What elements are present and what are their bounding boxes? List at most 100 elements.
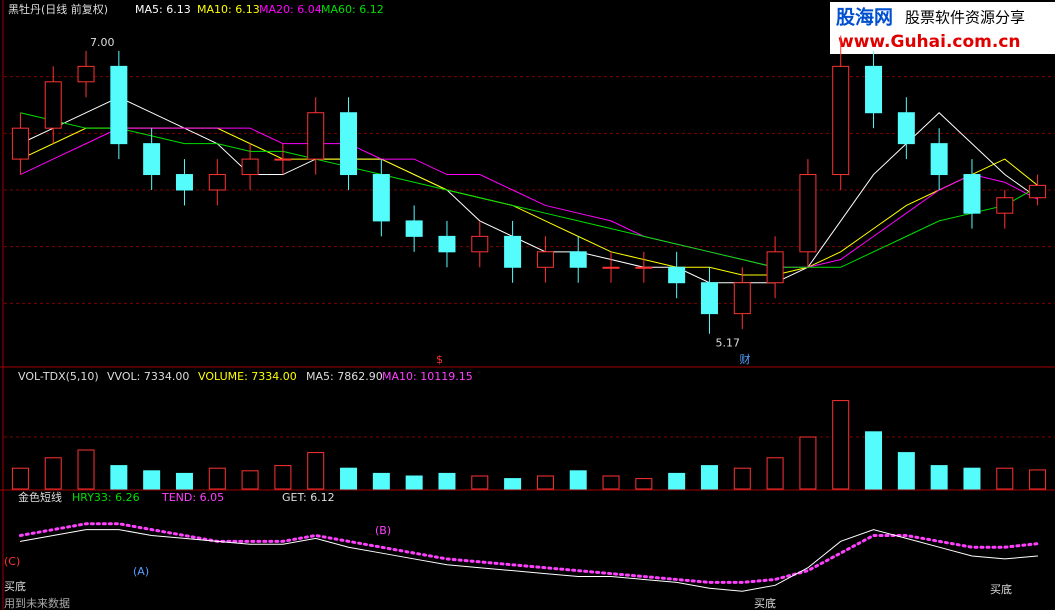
legend-entry: MA20: 6.04	[259, 3, 322, 16]
volume-bar	[832, 400, 850, 490]
candle-body	[77, 65, 95, 83]
candle-body	[175, 174, 193, 191]
volume-bar	[340, 467, 358, 490]
volume-bar	[569, 470, 587, 490]
candle-body	[668, 266, 686, 284]
event-label: $	[436, 353, 443, 366]
candle-body	[569, 251, 587, 268]
indicator-line	[19, 529, 1039, 592]
candle-body	[110, 65, 128, 145]
panel-title: 金色短线	[18, 490, 62, 504]
volume-bar	[963, 467, 981, 490]
volume-bar	[733, 467, 751, 490]
candle-body	[143, 143, 161, 176]
volume-bar	[241, 470, 259, 490]
candle-body	[438, 235, 456, 253]
volume-bar	[372, 472, 390, 490]
volume-bar	[307, 452, 325, 490]
ma-line	[20, 112, 1038, 268]
candle-body	[471, 235, 489, 253]
low-label: 5.17	[715, 337, 740, 350]
candle-body	[897, 112, 915, 145]
volume-bar	[44, 457, 62, 490]
legend-entry: VOLUME: 7334.00	[198, 370, 297, 383]
signal-label: (B)	[375, 524, 391, 537]
volume-bar	[143, 470, 161, 490]
legend-entry: MA10: 10119.15	[382, 370, 473, 383]
signal-label: 用到未来数据	[4, 596, 70, 610]
volume-bar	[274, 465, 292, 490]
volume-bar	[11, 467, 29, 490]
volume-bar	[996, 467, 1014, 490]
candle-body	[44, 81, 62, 129]
volume-bar	[930, 465, 948, 490]
candle-body	[11, 127, 29, 160]
volume-bar	[1029, 469, 1047, 490]
candle-body	[307, 112, 325, 160]
volume-bar	[110, 465, 128, 490]
signal-label: 买底	[4, 579, 26, 593]
candle-body	[405, 220, 423, 237]
volume-bar	[536, 475, 554, 490]
candle-body	[865, 65, 883, 114]
volume-bar	[438, 472, 456, 490]
event-label: 财	[739, 352, 750, 366]
legend-entry: MA60: 6.12	[321, 3, 384, 16]
volume-bar	[504, 478, 522, 490]
candle-body	[340, 112, 358, 176]
signal-label: 买底	[990, 582, 1012, 596]
watermark-url: www.Guhai.com.cn	[838, 32, 1021, 52]
candle-body	[536, 251, 554, 268]
legend-entry: MA5: 7862.90	[306, 370, 383, 383]
watermark-box	[830, 2, 1055, 54]
candle-body	[733, 282, 751, 315]
ma-line	[20, 127, 1038, 268]
candle-body	[602, 266, 620, 269]
volume-bar	[405, 475, 423, 490]
signal-label: (C)	[4, 555, 20, 568]
candle-body	[930, 143, 948, 176]
volume-bar	[77, 449, 95, 490]
panel-title: 黑牡丹(日线 前复权)	[8, 2, 108, 16]
signal-label: (A)	[133, 565, 149, 578]
candle-body	[241, 158, 259, 176]
watermark-title: 股海网	[836, 6, 893, 29]
candle-body	[372, 174, 390, 222]
indicator-line	[18, 522, 1040, 584]
volume-bar	[635, 478, 653, 490]
legend-entry: VVOL: 7334.00	[107, 370, 189, 383]
candle-body	[504, 235, 522, 268]
legend-entry: MA5: 6.13	[135, 3, 191, 16]
candle-body	[963, 174, 981, 214]
volume-bar	[208, 467, 226, 490]
volume-bar	[799, 436, 817, 490]
candle-body	[635, 266, 653, 269]
panel-title: VOL-TDX(5,10)	[18, 370, 99, 383]
candle-body	[1029, 184, 1047, 199]
volume-bar	[897, 452, 915, 490]
ma-line	[20, 96, 1038, 284]
candle-body	[700, 282, 718, 315]
legend-entry: GET: 6.12	[282, 491, 335, 504]
signal-label: 买底	[754, 596, 776, 610]
volume-bar	[602, 475, 620, 490]
legend-entry: HRY33: 6.26	[72, 491, 140, 504]
volume-bar	[766, 457, 784, 490]
volume-bar	[700, 465, 718, 490]
high-label: 7.00	[90, 36, 115, 49]
candle-body	[766, 251, 784, 284]
legend-entry: MA10: 6.13	[197, 3, 260, 16]
candle-body	[274, 158, 292, 161]
legend-entry: TEND: 6.05	[161, 491, 224, 504]
volume-bar	[471, 475, 489, 490]
volume-bar	[865, 431, 883, 490]
volume-bar	[175, 472, 193, 490]
watermark-subtitle: 股票软件资源分享	[905, 9, 1025, 27]
candle-body	[996, 197, 1014, 214]
candle-body	[799, 174, 817, 253]
volume-bar	[668, 472, 686, 490]
candle-body	[832, 65, 850, 176]
candle-body	[208, 174, 226, 191]
